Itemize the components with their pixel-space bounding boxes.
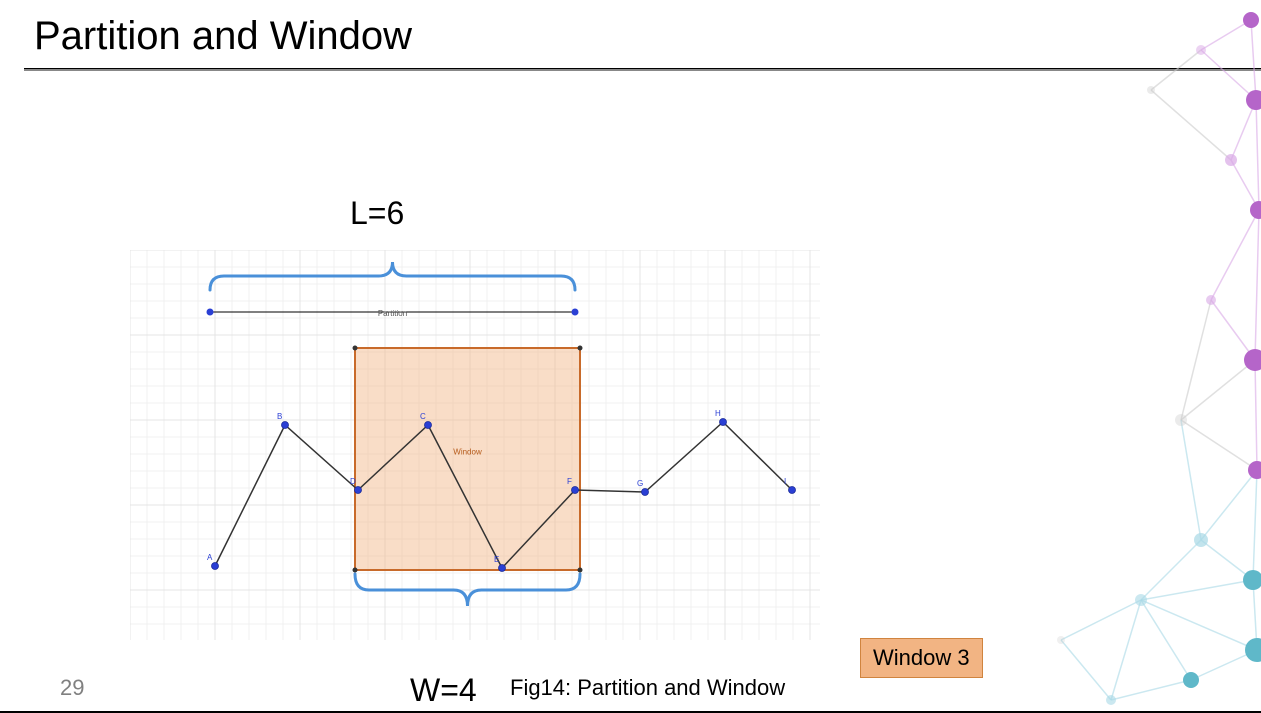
svg-text:B: B xyxy=(277,412,282,421)
svg-text:Window: Window xyxy=(453,448,482,457)
svg-text:E: E xyxy=(494,555,499,564)
svg-text:F: F xyxy=(567,477,572,486)
decorative-network xyxy=(1001,0,1261,713)
figure-svg: Partition Window A B D C E F G H I xyxy=(130,250,820,640)
svg-text:Partition: Partition xyxy=(378,309,407,318)
window-badge: Window 3 xyxy=(860,638,983,678)
slide-title: Partition and Window xyxy=(34,14,412,59)
title-underline xyxy=(24,68,1261,71)
svg-text:A: A xyxy=(207,553,213,562)
svg-text:D: D xyxy=(350,477,356,486)
l-label: L=6 xyxy=(350,195,404,232)
figure-area: Partition Window A B D C E F G H I xyxy=(130,250,820,640)
svg-text:G: G xyxy=(637,479,643,488)
svg-text:I: I xyxy=(784,477,786,486)
svg-text:H: H xyxy=(715,409,721,418)
w-label: W=4 xyxy=(410,672,477,709)
slide: Partition and Window L=6 Partition Window… xyxy=(0,0,1261,713)
svg-text:C: C xyxy=(420,412,426,421)
figure-caption: Fig14: Partition and Window xyxy=(510,675,785,701)
page-number: 29 xyxy=(60,675,84,701)
